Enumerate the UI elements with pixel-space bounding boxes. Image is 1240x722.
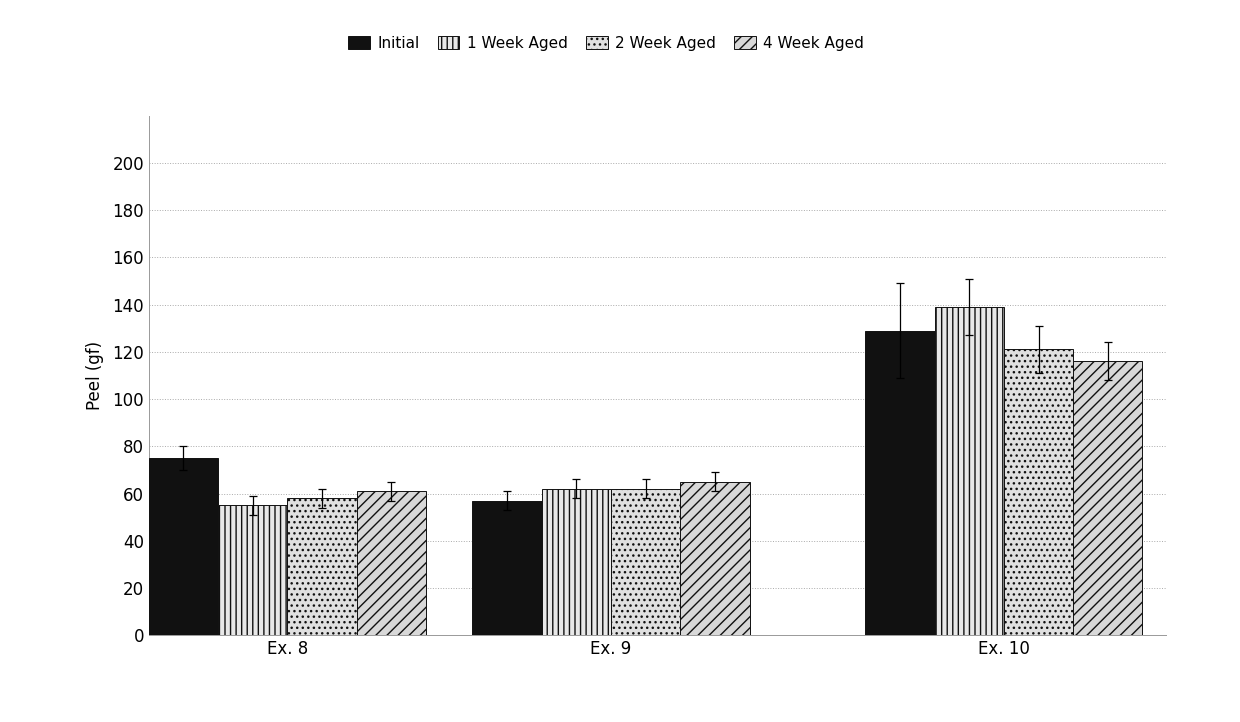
Bar (681, 482, 750, 635)
Legend: Initial, 1 Week Aged, 2 Week Aged, 4 Week Aged: Initial, 1 Week Aged, 2 Week Aged, 4 Wee… (342, 30, 870, 57)
Bar (935, 307, 1004, 635)
Bar (866, 331, 935, 635)
Bar (611, 489, 681, 635)
Y-axis label: Peel (gf): Peel (gf) (86, 341, 104, 410)
Bar (542, 489, 611, 635)
Bar (472, 500, 542, 635)
Bar (357, 491, 427, 635)
Bar (218, 505, 288, 635)
Bar (288, 498, 357, 635)
Bar (1073, 361, 1142, 635)
Bar (1004, 349, 1073, 635)
Bar (149, 458, 218, 635)
